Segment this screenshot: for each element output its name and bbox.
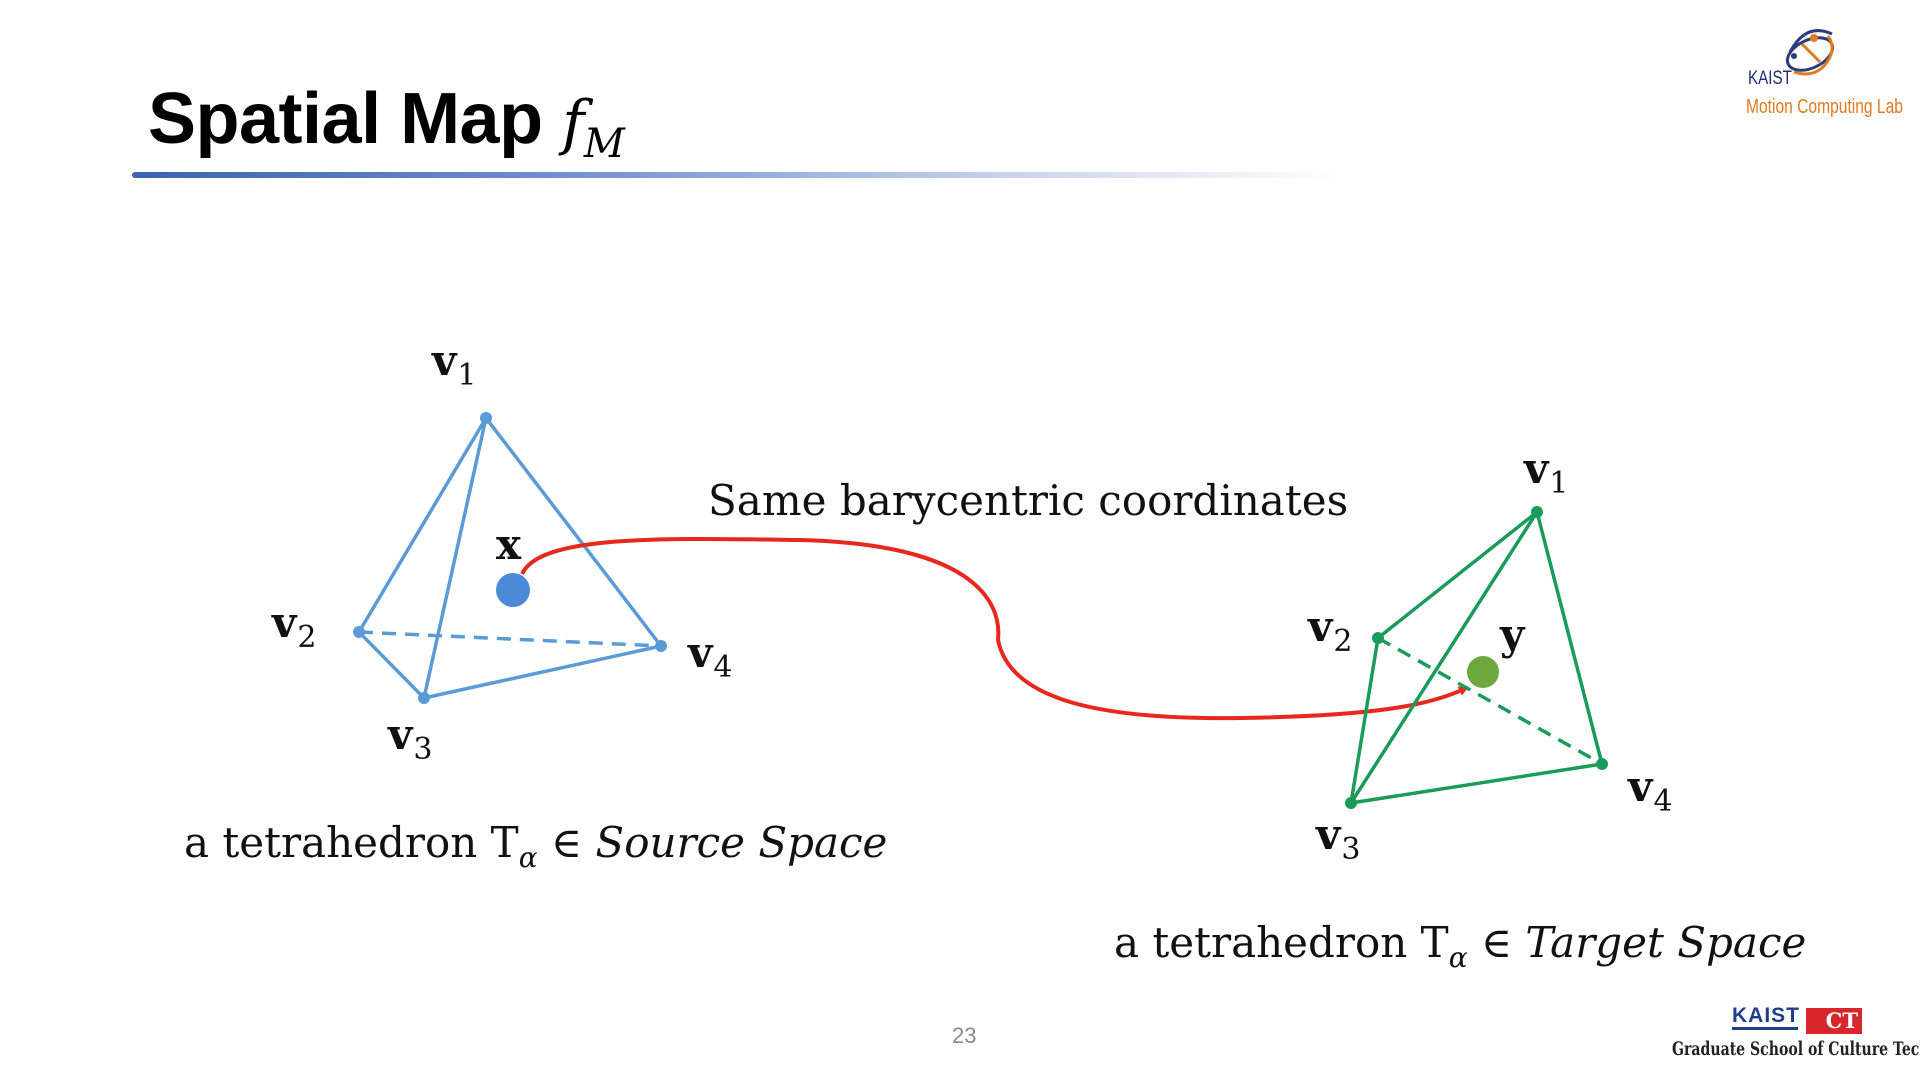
source-point-x: [496, 573, 530, 607]
atom-orbit-icon: [1785, 29, 1835, 76]
lab-logo-name: Motion Computing Lab: [1746, 96, 1903, 118]
source-edge-v1-v4: [484, 416, 663, 648]
target-edge-v1-v3: [1349, 511, 1539, 804]
source-vertices: [353, 412, 667, 704]
source-label-v2: v2: [272, 598, 317, 655]
source-vertex-v2: [353, 626, 365, 638]
page-title: Spatial Map fM: [148, 78, 625, 167]
title-math: fM: [562, 88, 625, 167]
mapping-label: Same barycentric coordinates: [708, 476, 1349, 525]
title-underline: [132, 172, 1342, 178]
source-edge-v3-v4: [423, 644, 662, 700]
source-label-v3: v3: [388, 710, 433, 767]
target-edge-v3-v4: [1350, 762, 1603, 805]
title-text: Spatial Map: [148, 79, 543, 159]
school-logo-mark: CT: [1806, 1008, 1862, 1034]
target-edge-v1-v2: [1376, 510, 1539, 640]
source-vertex-v3: [418, 692, 430, 704]
source-edge-v1-v2: [357, 417, 488, 633]
target-edge-v1-v4: [1535, 511, 1604, 765]
target-edge-v2-v3: [1349, 637, 1380, 804]
target-label-v4: v4: [1628, 762, 1673, 819]
target-label-v2: v2: [1308, 602, 1353, 659]
source-edge-v1-v3: [422, 417, 488, 699]
school-logo-org: KAIST: [1732, 1004, 1800, 1030]
target-vertex-v1: [1531, 506, 1543, 518]
source-tetrahedron: [357, 416, 663, 700]
source-vertex-v4: [655, 640, 667, 652]
school-logo-name: Graduate School of Culture Technology: [1672, 1038, 1920, 1060]
source-vertex-v1: [480, 412, 492, 424]
source-label-v4: v4: [688, 628, 733, 685]
source-caption: a tetrahedron Tα ∈ Source Space: [184, 818, 888, 874]
target-vertex-v2: [1372, 632, 1384, 644]
target-vertices: [1345, 506, 1608, 809]
mapping-curve: [520, 536, 1469, 721]
target-edge-v2-v4-hidden: [1377, 636, 1603, 766]
target-point-y: [1467, 656, 1499, 688]
target-tetrahedron: [1349, 510, 1604, 805]
target-vertex-v4: [1596, 758, 1608, 770]
source-label-v1: v1: [432, 336, 477, 393]
title-var: f: [562, 88, 584, 158]
title-sub: M: [583, 121, 625, 167]
target-point-label: y: [1500, 610, 1525, 659]
page-number: 23: [952, 1023, 977, 1048]
source-point-label: x: [496, 520, 522, 569]
target-vertex-v3: [1345, 797, 1357, 809]
target-label-v3: v3: [1316, 810, 1361, 867]
source-edge-v2-v4-hidden: [358, 630, 662, 648]
source-edge-v2-v3: [357, 630, 426, 700]
target-caption: a tetrahedron Tα ∈ Target Space: [1114, 918, 1807, 974]
lab-logo-org: KAIST: [1748, 68, 1792, 89]
target-label-v1: v1: [1524, 444, 1569, 501]
